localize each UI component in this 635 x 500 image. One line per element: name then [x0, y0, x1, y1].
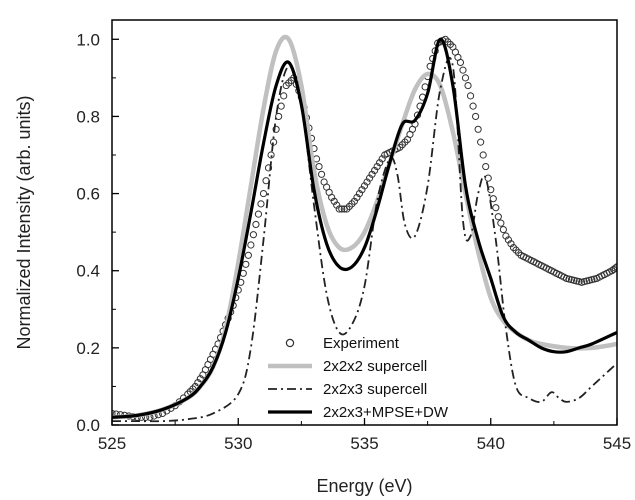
x-axis-title: Energy (eV)	[316, 476, 412, 496]
experiment-point	[282, 81, 290, 90]
experiment-point	[492, 204, 500, 212]
legend-label: Experiment	[323, 335, 400, 352]
experiment-point	[338, 205, 346, 213]
experiment-point	[280, 92, 288, 100]
x-tick-label: 535	[350, 434, 378, 453]
experiment-point	[504, 236, 513, 244]
experiment-point	[358, 186, 366, 194]
experiment-point	[335, 205, 343, 213]
x-tick-label: 530	[224, 434, 252, 453]
experiment-point	[333, 201, 341, 209]
experiment-point	[459, 66, 467, 74]
experiment-point	[376, 159, 384, 167]
x-tick-label: 525	[98, 434, 126, 453]
experiment-point	[507, 240, 515, 248]
experiment-point	[244, 251, 252, 259]
experiment-point	[264, 164, 273, 172]
experiment-point	[472, 112, 480, 121]
experiment-point	[249, 231, 257, 239]
experiment-point	[277, 102, 285, 110]
experiment-point	[368, 170, 376, 178]
experiment-point	[613, 263, 617, 271]
experiment-point	[502, 232, 510, 240]
experiment-point	[373, 162, 381, 171]
experiment-point	[611, 264, 617, 272]
experiment-point	[494, 213, 502, 221]
experiment-point	[456, 58, 465, 67]
experiment-point	[328, 193, 336, 202]
experiment-point	[489, 195, 497, 203]
x-tick-label: 545	[603, 434, 631, 453]
experiment-point	[469, 102, 477, 110]
experiment-point	[360, 182, 369, 190]
experiment-point	[257, 200, 265, 208]
experiment-point	[464, 81, 472, 90]
legend-label: 2x2x2 supercell	[323, 358, 427, 375]
experiment-point	[461, 74, 470, 82]
experiment-point	[196, 375, 204, 383]
experiment-point	[353, 193, 361, 202]
experiment-point	[482, 162, 490, 171]
legend-marker-experiment	[285, 338, 295, 348]
y-axis-title: Normalized Intensity (arb. units)	[14, 95, 34, 349]
experiment-point	[315, 162, 323, 171]
x-tick-label: 540	[477, 434, 505, 453]
experiment-point	[378, 155, 386, 163]
experiment-point	[270, 138, 278, 146]
experiment-point	[275, 112, 283, 121]
experiment-point	[267, 151, 275, 159]
experiment-point	[285, 79, 293, 87]
experiment-point	[512, 246, 520, 254]
experiment-point	[272, 125, 280, 133]
experiment-point	[466, 92, 475, 100]
series-line-3	[112, 37, 617, 419]
experiment-point	[484, 174, 492, 182]
experiment-point	[497, 219, 505, 227]
experiment-point	[254, 210, 263, 218]
y-tick-label: 0.0	[76, 416, 100, 435]
experiment-point	[477, 138, 485, 146]
experiment-point	[371, 166, 379, 175]
experiment-point	[247, 241, 255, 249]
experiment-point	[317, 170, 326, 178]
experiment-point	[365, 174, 374, 182]
y-tick-label: 1.0	[76, 30, 100, 49]
experiment-point	[345, 202, 353, 211]
experiment-point	[252, 220, 260, 229]
plot-series-group	[112, 34, 617, 423]
y-tick-label: 0.2	[76, 339, 100, 358]
experiment-point	[363, 178, 371, 186]
experiment-point	[330, 197, 338, 205]
experiment-point	[355, 189, 364, 198]
experiment-point	[479, 151, 487, 159]
y-tick-label: 0.8	[76, 107, 100, 126]
series-line-2	[112, 57, 617, 423]
y-tick-label: 0.6	[76, 185, 100, 204]
ticks-group: 525 530 535 540 545 0.0 0.2 0.4 0.6 0.8 1.0	[76, 30, 631, 453]
y-tick-label: 0.4	[76, 262, 100, 281]
experiment-point	[499, 225, 507, 234]
experiment-point	[242, 260, 250, 268]
experiment-point	[474, 125, 482, 133]
legend-label: 2x2x3 supercell	[323, 381, 427, 398]
experiment-point	[259, 189, 268, 198]
legend-label: 2x2x3+MPSE+DW	[323, 404, 449, 421]
legend: Experiment 2x2x2 supercell 2x2x3 supercell…	[268, 335, 449, 421]
experiment-point	[350, 197, 358, 205]
